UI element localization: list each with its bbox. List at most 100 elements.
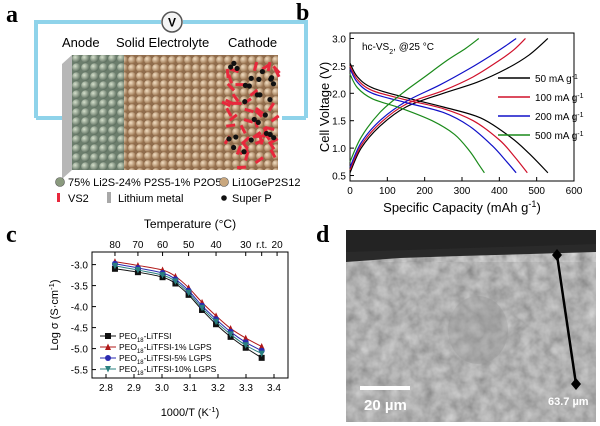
vs2-particle [241,136,251,145]
x-tick-label: 600 [566,186,583,197]
series-200-ma-g-1 [349,37,517,174]
legend-b-label: 50 mA g-1 [535,74,578,86]
panel-letter-d: d [316,222,330,248]
y-axis-label: Log σ (S·cm-1) [47,279,62,350]
legend-b-label: 500 mA g-1 [535,131,584,143]
legend-sphere-icon [55,177,65,187]
y-tick-label: -5.5 [71,366,89,377]
x-tick-label: 100 [379,186,396,197]
vs2-particle [225,98,235,106]
marker-triangle-down [172,278,179,285]
legend-b-label: 200 mA g-1 [535,112,584,124]
marker-triangle-down [213,318,220,326]
vs2-particle [272,65,281,75]
y-axis-label: Cell Voltage (V) [317,62,332,152]
x-tick-label: 3.1 [183,383,197,394]
top-tick-label: 50 [183,240,195,251]
legend-c-item: PEO18-LiTFSI-10% LGPS [100,364,217,377]
super-p-particle [248,75,254,81]
x-tick-label: 3.4 [267,383,281,394]
vs2-particle [239,124,247,135]
x-tick-label: 2.9 [127,383,141,394]
super-p-particle [231,144,237,151]
vs2-particle [256,134,266,138]
y-tick-label: -3.0 [71,261,89,272]
conductivity-line [114,261,262,347]
series-peo18-litfsi-10-lgps [111,262,265,358]
marker-square [258,354,265,361]
vs2-particle [232,101,242,105]
top-tick-label: 60 [157,240,169,251]
thickness-label: 63.7 µm [548,396,589,408]
conductivity-line [114,268,262,359]
legend-c-item: PEO18-LiTFSI-1% LGPS [100,342,212,355]
y-tick-label: -3.5 [71,282,89,293]
y-tick-label: 1.0 [332,144,346,155]
y-tick-label: 2.0 [332,89,346,100]
conductivity-line [114,265,262,355]
vs2-particle [254,156,264,165]
legend-c-label: PEO18-LiTFSI-5% LGPS [119,353,212,366]
x-tick-label: 300 [454,186,471,197]
legend-a-item: VS2 [57,193,89,205]
marker-square [105,333,111,339]
chart-b-annotation: hc-VS2, @25 °C [362,42,434,56]
legend-c-label: PEO18-LiTFSI-10% LGPS [119,364,217,377]
legend-a-item: Lithium metal [107,192,183,205]
x-tick-label: 200 [416,186,433,197]
x-axis-label: 1000/T (K-1) [161,405,220,420]
scale-bar [360,386,410,390]
legend-vs2-icon [57,193,60,202]
super-p-particle [259,68,265,75]
vs2-particle [243,118,254,124]
discharge-curve [349,65,528,174]
anode-layer [72,55,124,170]
y-tick-label: 0.5 [332,172,346,183]
panel-a-legend: 75% Li2S-24% P2S5-1% P2O5 Li10GeP2S12 VS2 L… [55,177,301,205]
super-p-particle [241,149,247,155]
vs2-particle [254,109,264,118]
super-p-particle [262,112,268,118]
marker-triangle-down [134,267,141,274]
super-p-particle [251,116,257,123]
label-anode: Anode [62,35,100,50]
vs2-particle [266,61,272,72]
y-tick-label: -5.0 [71,345,89,356]
vs2-particle [244,151,250,161]
super-p-particle [233,134,239,140]
legend-b-label: 100 mA g-1 [535,93,584,105]
marker-circle [105,355,111,361]
legend-a-text: Super P [232,193,272,205]
y-tick-label: -4.0 [71,303,89,314]
scale-bar-label: 20 µm [364,397,407,414]
legend-c-label: PEO18-LiTFSI-1% LGPS [119,342,212,355]
charge-curve [349,38,549,174]
legend-a-text: 75% Li2S-24% P2S5-1% P2O5 [68,177,221,189]
charge-curve [349,38,480,163]
discharge-curve [349,62,549,174]
vs2-particle [226,82,236,92]
vs2-particle [237,165,247,170]
vs2-particle [227,74,233,84]
electrolyte-layer [124,55,222,170]
legend-sphere-icon [219,177,229,187]
marker-triangle-down [159,272,166,279]
marker-triangle-down [242,342,249,349]
marker-triangle-down [258,350,265,358]
cathode-layer [222,55,278,170]
x-tick-label: 2.8 [99,383,113,394]
cathode-particles [221,60,281,170]
legend-c-item: PEO18-LiTFSI-5% LGPS [100,353,212,366]
legend-a-item: 75% Li2S-24% P2S5-1% P2O5 [55,177,221,189]
x-tick-label: 3.0 [155,383,169,394]
marker-triangle [258,343,265,350]
panel-letter-c: c [6,222,17,248]
thickness-line [555,254,578,385]
label-cathode: Cathode [228,35,277,50]
y-tick-label: -4.5 [71,324,89,335]
super-p-particle [226,136,232,142]
